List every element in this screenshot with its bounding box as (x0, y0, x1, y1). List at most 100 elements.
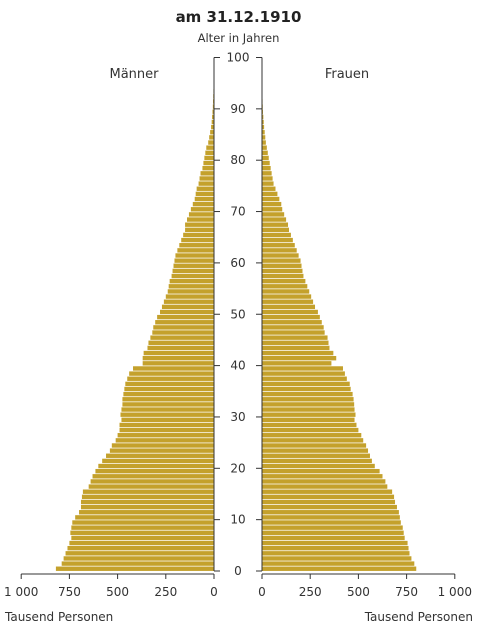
men-bar-age-10 (75, 515, 215, 520)
men-bar-age-42 (143, 350, 214, 356)
men-bar-age-47 (153, 325, 214, 330)
x-axis-title-left: Tausend Personen (4, 610, 113, 624)
women-bar-age-45 (262, 335, 328, 340)
age-tick-label: 80 (230, 153, 245, 167)
men-bar-age-9 (72, 520, 215, 525)
men-bar-age-1 (61, 561, 214, 566)
age-tick-label: 30 (230, 410, 245, 424)
men-bar-age-32 (122, 402, 214, 407)
women-bar-age-17 (262, 479, 386, 484)
men-bar-age-0 (55, 566, 215, 571)
women-bar-age-6 (262, 535, 405, 541)
women-bar-age-42 (262, 350, 334, 356)
men-bar-age-57 (171, 273, 214, 279)
women-bar-age-14 (262, 494, 395, 500)
women-bar-age-54 (262, 289, 310, 294)
men-bar-age-27 (119, 427, 214, 433)
women-bar-age-43 (262, 345, 330, 351)
women-bar-age-70 (262, 207, 283, 212)
men-bar-age-18 (92, 474, 214, 479)
women-bar-age-18 (262, 474, 383, 479)
men-bar-age-3 (65, 551, 214, 556)
men-bar-age-68 (187, 217, 214, 222)
women-bar-age-77 (262, 171, 272, 176)
men-bar-age-87 (211, 119, 214, 125)
women-bar-age-79 (262, 160, 270, 166)
men-bar-age-48 (155, 320, 214, 325)
men-bar-age-67 (185, 222, 214, 227)
men-bar-age-19 (95, 468, 214, 474)
men-bar-age-5 (69, 540, 215, 546)
men-bar-age-22 (106, 453, 214, 458)
women-bar-age-60 (262, 258, 301, 263)
women-bar-age-20 (262, 463, 375, 469)
women-bar-age-10 (262, 515, 400, 520)
men-bar-age-78 (202, 166, 214, 171)
men-bar-age-2 (63, 556, 215, 561)
men-bar-age-14 (81, 494, 214, 500)
women-bar-age-76 (262, 176, 273, 181)
women-bar-age-61 (262, 253, 299, 258)
women-bar-age-2 (262, 556, 412, 561)
women-bar-age-34 (262, 391, 353, 397)
women-bar-age-59 (262, 263, 302, 268)
women-bar-age-57 (262, 273, 304, 279)
women-bar-age-46 (262, 330, 325, 335)
men-bar-age-63 (179, 243, 214, 248)
men-bar-age-55 (168, 284, 214, 289)
women-bar-age-80 (262, 155, 269, 161)
men-bar-age-34 (123, 391, 214, 397)
men-bar-age-30 (120, 412, 214, 417)
men-bar-age-39 (133, 366, 214, 371)
women-bar-age-55 (262, 284, 308, 289)
men-bar-age-77 (200, 171, 214, 176)
men-bar-age-62 (177, 248, 214, 253)
men-bar-age-90 (212, 104, 214, 109)
men-bar-age-79 (203, 160, 214, 166)
women-bar-age-24 (262, 443, 367, 448)
men-bar-age-7 (70, 530, 214, 535)
men-bar-age-43 (147, 345, 214, 351)
men-bar-age-41 (142, 355, 214, 361)
men-bar-age-60 (174, 258, 214, 263)
x-tick-label-right: 0 (258, 585, 266, 599)
men-bar-age-23 (109, 448, 214, 453)
men-bar-age-35 (124, 386, 214, 392)
women-bar-age-52 (262, 299, 314, 304)
x-tick-label-right: 750 (395, 585, 418, 599)
women-bar-age-49 (262, 314, 320, 320)
men-bar-age-71 (192, 201, 214, 207)
women-bar-age-7 (262, 530, 404, 535)
men-bar-age-80 (204, 155, 214, 161)
x-tick-label-right: 1 000 (438, 585, 472, 599)
men-bar-age-8 (71, 525, 214, 530)
women-bar-age-27 (262, 427, 359, 433)
axes: 0 10 20 30 40 50 60 70 80 90 100 1 000 750 500 250 0 0 25… (4, 51, 472, 600)
age-tick-label: 20 (230, 461, 245, 475)
women-bar-age-66 (262, 227, 289, 233)
women-bar-age-64 (262, 237, 293, 243)
men-bar-age-66 (185, 227, 214, 233)
women-bar-age-31 (262, 407, 355, 412)
men-label: Männer (109, 67, 159, 82)
women-bar-age-8 (262, 525, 403, 530)
x-tick-label-right: 250 (299, 585, 322, 599)
women-bar-age-28 (262, 422, 357, 428)
women-bar-age-26 (262, 433, 362, 438)
chart-title: am 31.12.1910 (176, 8, 302, 26)
age-tick-label: 0 (234, 564, 242, 578)
women-bar-age-50 (262, 309, 318, 315)
men-bar-age-53 (165, 294, 214, 299)
age-tick-label: 60 (230, 256, 245, 270)
men-bar-age-61 (175, 253, 214, 258)
women-bar-age-35 (262, 386, 351, 392)
men-bar-age-36 (125, 381, 214, 387)
women-bar-age-33 (262, 397, 354, 402)
women-bar-age-40 (262, 361, 332, 366)
women-bar-age-39 (262, 366, 343, 371)
women-bar-age-73 (262, 191, 278, 197)
women-bar-age-75 (262, 181, 274, 186)
women-bar-age-58 (262, 268, 303, 274)
women-bar-age-30 (262, 412, 356, 417)
